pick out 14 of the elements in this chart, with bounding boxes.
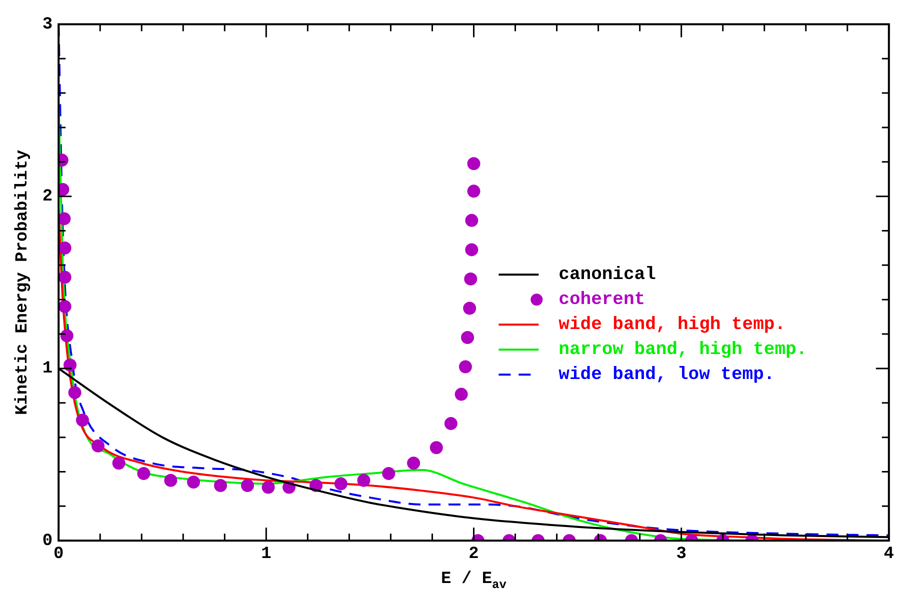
x-tick-label: 4 xyxy=(884,545,894,564)
legend-label: wide band, high temp. xyxy=(558,315,786,336)
y-tick-label: 3 xyxy=(42,15,53,34)
x-tick-label: 2 xyxy=(468,545,479,564)
legend-label: coherent xyxy=(558,290,646,310)
y-tick-label: 0 xyxy=(42,532,53,551)
x-tick-label: 1 xyxy=(261,545,272,564)
legend-label: canonical xyxy=(558,265,656,286)
y-tick-label: 1 xyxy=(42,360,53,379)
legend-label: wide band, low temp. xyxy=(558,365,775,386)
x-tick-label: 3 xyxy=(676,545,686,564)
y-axis-title: Kinetic Energy Probability xyxy=(13,150,32,416)
y-tick-label: 2 xyxy=(42,188,53,207)
legend-label: narrow band, high temp. xyxy=(558,340,808,360)
